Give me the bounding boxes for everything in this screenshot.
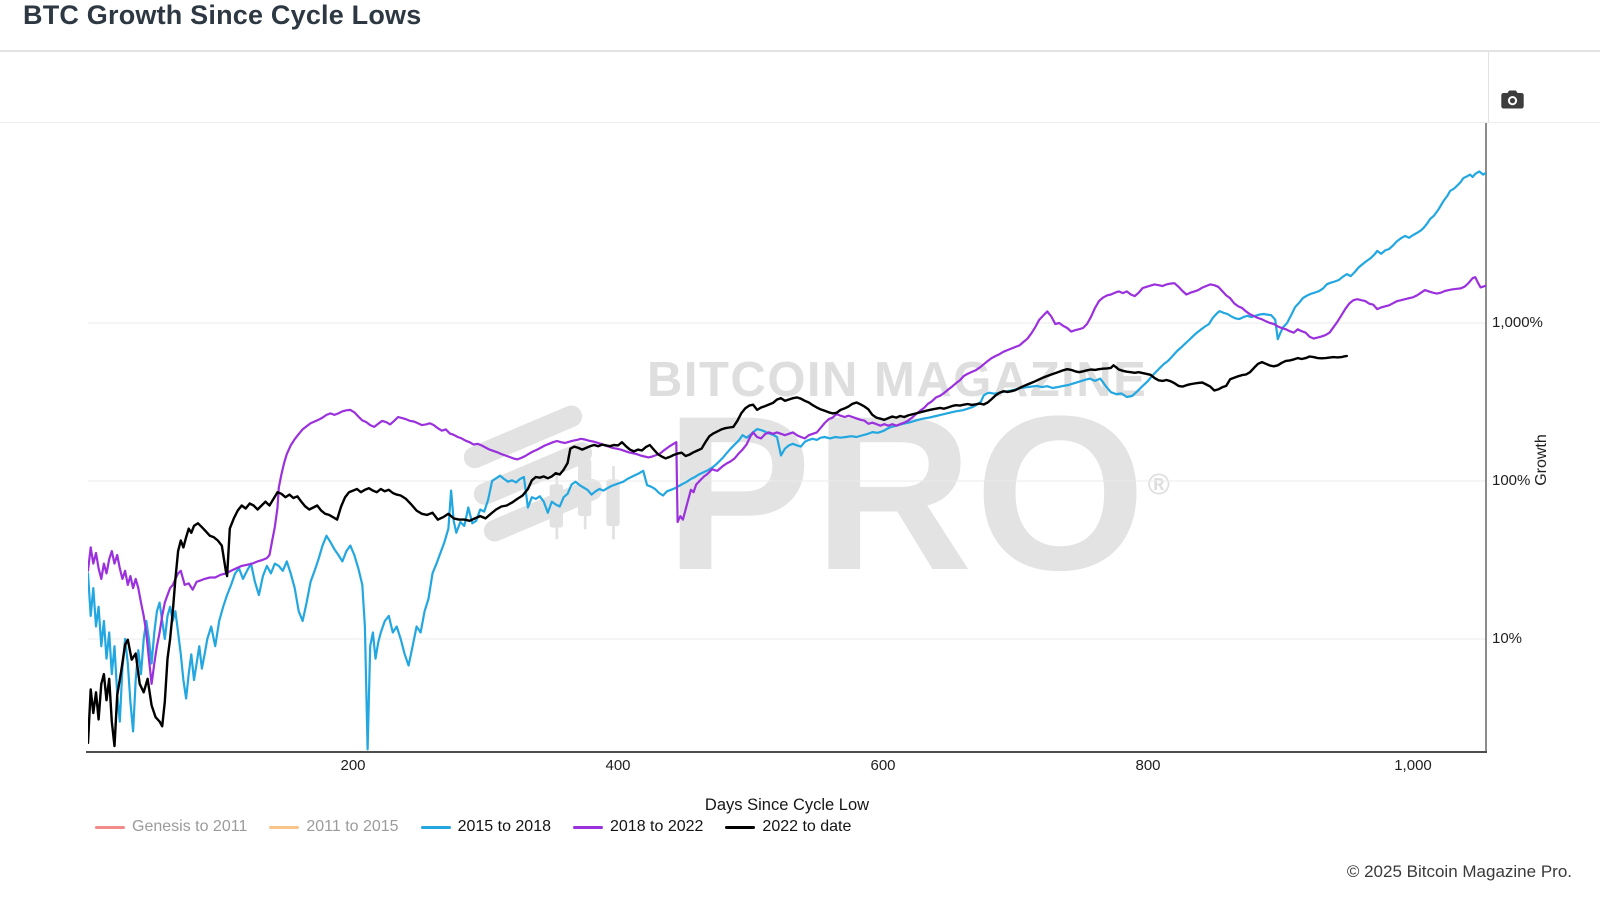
x-tick-label: 400: [605, 757, 631, 774]
gridlines: [88, 322, 1486, 640]
legend-item-2022-to-date[interactable]: 2022 to date: [725, 818, 851, 836]
x-tick-label: 600: [870, 757, 896, 774]
legend-label: 2022 to date: [762, 818, 852, 835]
toolbar-divider: [1488, 52, 1489, 122]
legend-swatch: [573, 825, 603, 829]
x-axis-title: Days Since Cycle Low: [704, 796, 870, 814]
x-tick-label: 800: [1135, 757, 1161, 774]
x-tick-label: 200: [340, 757, 366, 774]
legend-label: 2015 to 2018: [457, 818, 551, 835]
y-tick-label: 1,000%: [1492, 314, 1543, 331]
legend-item-genesis-to-2011[interactable]: Genesis to 2011: [95, 818, 247, 836]
legend-label: 2018 to 2022: [610, 818, 704, 835]
camera-icon: [1500, 90, 1524, 108]
chart-legend: Genesis to 2011 2011 to 2015 2015 to 2018 2…: [95, 818, 851, 836]
header-divider: [0, 50, 1600, 52]
legend-swatch: [725, 825, 756, 829]
legend-label: 2011 to 2015: [306, 818, 399, 835]
export-image-button[interactable]: [1494, 83, 1530, 115]
x-tick-label: 1,000: [1394, 757, 1432, 774]
series-line-2015-to-2018: [88, 170, 1486, 751]
legend-item-2018-to-2022[interactable]: 2018 to 2022: [573, 818, 703, 836]
legend-label: Genesis to 2011: [132, 818, 248, 835]
legend-swatch: [95, 825, 125, 829]
page-title: BTC Growth Since Cycle Lows: [23, 0, 422, 30]
legend-item-2015-to-2018[interactable]: 2015 to 2018: [420, 818, 551, 836]
series-lines: [88, 170, 1486, 751]
legend-item-2011-to-2015[interactable]: 2011 to 2015: [269, 818, 399, 836]
legend-swatch: [420, 825, 451, 829]
series-line-2022-to-date: [88, 354, 1349, 748]
y-tick-label: 100%: [1492, 472, 1531, 489]
y-tick-label: 10%: [1492, 630, 1523, 647]
toolbar-bottom-divider: [0, 122, 1600, 123]
copyright-text: © 2025 Bitcoin Magazine Pro.: [1346, 862, 1572, 881]
y-axis-title: Growth: [1533, 434, 1550, 486]
legend-swatch: [269, 825, 300, 829]
series-line-2018-to-2022: [88, 276, 1486, 686]
